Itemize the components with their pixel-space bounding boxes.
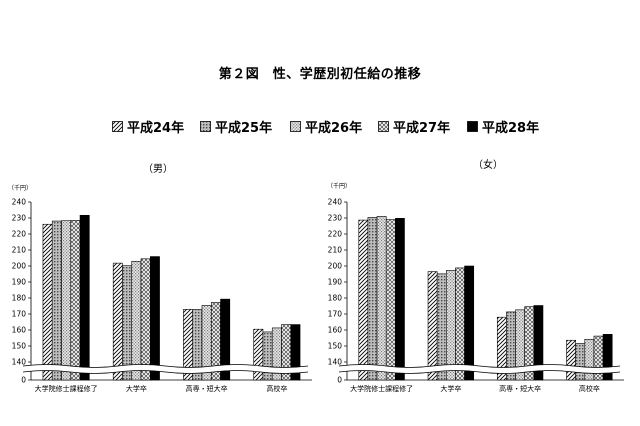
legend-label: 平成28年 <box>482 120 540 136</box>
bar <box>51 220 62 381</box>
y-tick-label: 240 <box>12 198 27 207</box>
y-tick-label: 190 <box>328 278 343 287</box>
x-tick-label: 高校卒 <box>579 384 600 393</box>
legend-label: 平成25年 <box>215 120 273 136</box>
bar <box>290 324 301 381</box>
y-tick-label: 0 <box>337 376 342 385</box>
y-tick-label: 140 <box>328 358 343 367</box>
bar <box>436 273 447 381</box>
y-tick-label: 230 <box>328 214 343 223</box>
bar <box>455 267 465 381</box>
bar <box>376 216 387 381</box>
y-tick-label: 230 <box>12 214 27 223</box>
axis-break-band <box>23 364 308 374</box>
bar <box>70 220 81 381</box>
y-tick-label: 210 <box>12 246 27 255</box>
y-tick-label: 180 <box>328 294 343 303</box>
bar <box>602 334 613 381</box>
bar <box>584 338 595 381</box>
y-tick-label: 170 <box>12 310 27 319</box>
bar <box>61 220 72 381</box>
y-tick-label: 170 <box>328 310 343 319</box>
bar <box>112 262 123 381</box>
y-tick-label: 150 <box>12 342 27 351</box>
legend: 平成24年 平成25年 平成26年 平成27年 平成28年 <box>0 117 640 136</box>
bar <box>533 305 544 381</box>
y-tick-label: 180 <box>12 294 27 303</box>
x-tick-label: 大学院修士課程修了 <box>350 384 413 393</box>
bar <box>367 217 378 381</box>
y-tick-label: 200 <box>12 262 27 271</box>
legend-item: 平成28年 <box>467 117 540 136</box>
x-tick-label: 大学卒 <box>126 384 147 393</box>
y-axis-unit-label: （千円） <box>8 184 32 192</box>
legend-label: 平成24年 <box>127 120 185 136</box>
y-tick-label: 220 <box>12 230 27 239</box>
legend-item: 平成26年 <box>290 117 363 136</box>
axis-break-line <box>22 370 309 374</box>
legend-swatch-cross <box>378 120 389 132</box>
y-tick-label: 0 <box>21 376 26 385</box>
bar <box>385 219 396 381</box>
bar <box>427 271 438 381</box>
bar <box>149 256 160 381</box>
y-tick-label: 150 <box>328 342 343 351</box>
legend-swatch-solid <box>467 120 478 132</box>
legend-swatch-diag <box>112 120 123 132</box>
y-tick-label: 140 <box>12 358 27 367</box>
bar <box>42 223 53 381</box>
x-tick-label: 高校卒 <box>266 384 287 393</box>
bar <box>220 298 231 381</box>
y-tick-label: 160 <box>328 326 343 335</box>
bar <box>464 265 475 381</box>
bar <box>566 339 576 381</box>
legend-item: 平成25年 <box>200 117 273 136</box>
bar <box>140 258 151 381</box>
y-axis-unit-label: （千円） <box>327 182 351 190</box>
bar <box>122 265 133 381</box>
y-tick-label: 240 <box>328 198 343 207</box>
figure-title: 第２図 性、学歴別初任給の推移 <box>218 67 422 82</box>
axis-break-line <box>22 364 309 368</box>
axis-break-line <box>338 370 621 374</box>
legend-swatch-grid <box>290 120 301 132</box>
y-tick-label: 160 <box>12 326 27 335</box>
x-tick-label: 大学院修士課程修了 <box>35 384 98 393</box>
y-tick-label: 200 <box>328 262 343 271</box>
axis-break-band <box>339 364 620 374</box>
legend-item: 平成27年 <box>378 117 451 136</box>
chart-title: （女） <box>473 158 503 171</box>
y-tick-label: 210 <box>328 246 343 255</box>
x-tick-label: 大学卒 <box>440 384 461 393</box>
bar <box>79 214 90 381</box>
chart-title: （男） <box>143 163 173 175</box>
x-tick-label: 高専・短大卒 <box>499 384 541 393</box>
legend-label: 平成27年 <box>393 120 451 136</box>
bar <box>446 270 456 381</box>
y-tick-label: 190 <box>12 278 27 287</box>
axis-break-line <box>338 364 621 368</box>
legend-label: 平成26年 <box>305 120 363 136</box>
legend-swatch-dots <box>200 120 211 132</box>
bar <box>131 261 142 381</box>
y-tick-label: 220 <box>328 230 343 239</box>
bar <box>575 343 586 381</box>
bar <box>358 219 369 381</box>
bar <box>395 218 405 381</box>
x-tick-label: 高専・短大卒 <box>186 384 228 393</box>
legend-item: 平成24年 <box>112 117 185 136</box>
